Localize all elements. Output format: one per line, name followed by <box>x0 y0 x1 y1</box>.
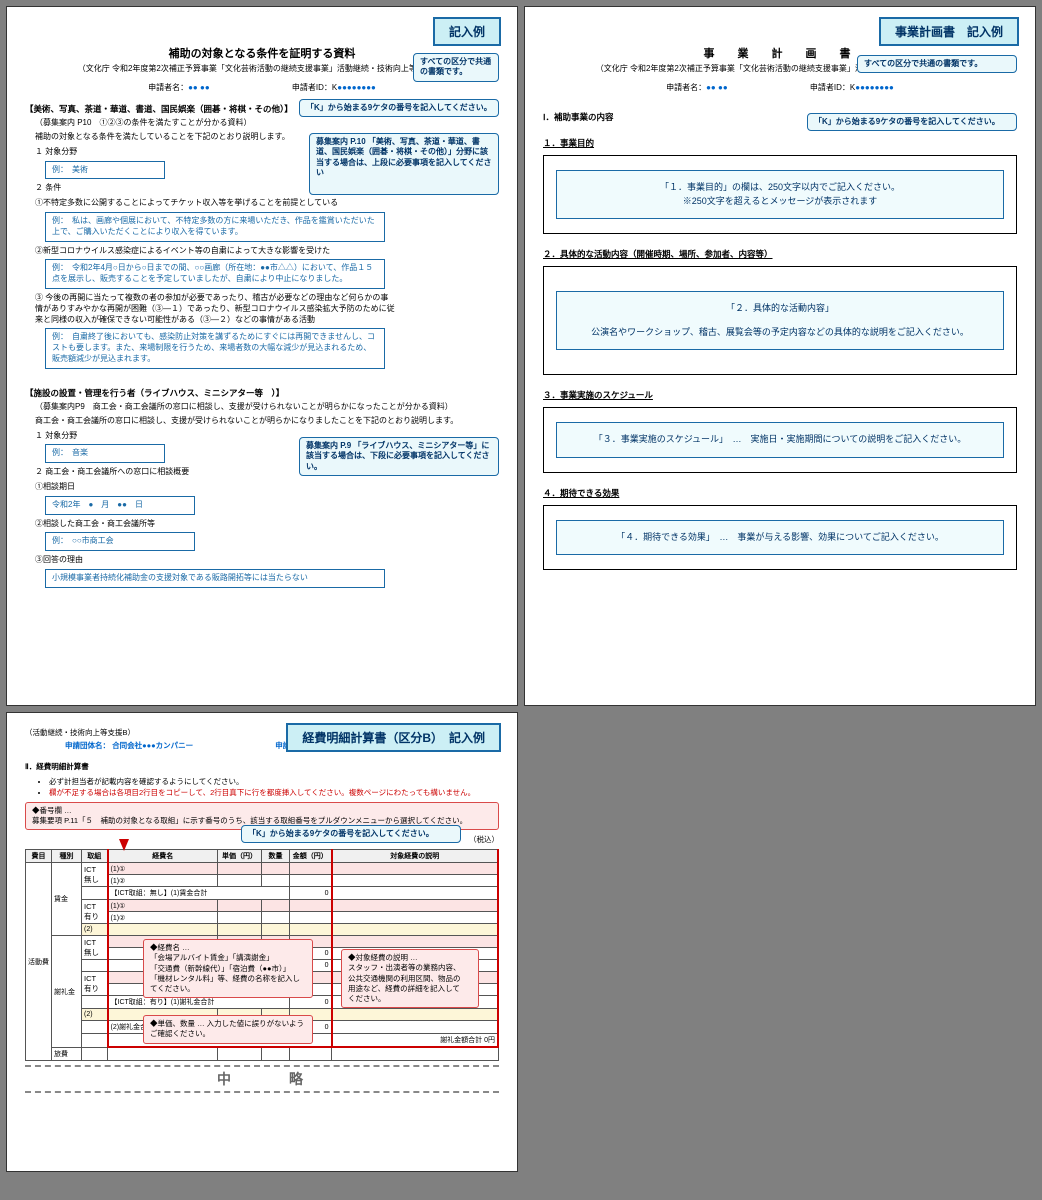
note-common-doc: すべての区分で共通の書類です。 <box>413 53 499 82</box>
page-right-top: 事業計画書 記入例 すべての区分で共通の書類です。 「K」から始まる9ケタの番号… <box>524 6 1036 706</box>
f2-1: 例： 音楽 <box>45 444 165 463</box>
red-arrow-icon <box>119 839 129 851</box>
badge-p3: 経費明細計算書（区分B） 記入例 <box>286 723 501 752</box>
note2-common: すべての区分で共通の書類です。 <box>857 55 1017 73</box>
outer-2: 「２．具体的な活動内容」 公演名やワークショップ、稽古、展覧会等の予定内容などの… <box>543 266 1017 375</box>
f1-2b: 例： 令和2年4月○日から○日までの間、○○画廊（所在地：●●市△△）において、… <box>45 259 385 289</box>
p2-h1-4: ４．期待できる効果 <box>543 487 1017 499</box>
f2-2c: 小規模事業者持続化補助金の支援対象である販路開拓等には当たらない <box>45 569 385 588</box>
badge-p1: 記入例 <box>433 17 501 46</box>
f1-2c: 例： 自粛終了後においても、感染防止対策を講ずるためにすぐには再開できませんし、… <box>45 328 385 368</box>
inner-2: 「２．具体的な活動内容」 公演名やワークショップ、稽古、展覧会等の予定内容などの… <box>556 291 1004 350</box>
s1-2a: ①不特定多数に公開することによってチケット収入等を挙げることを前提としている <box>35 198 499 209</box>
f1-2a: 例： 私は、画廊や個展において、不特定多数の方に来場いただき、作品を鑑賞いただい… <box>45 212 385 242</box>
omit-divider: 中 略 <box>25 1065 499 1093</box>
f2-2b: 例： ○○市商工会 <box>45 532 195 551</box>
note-p9: 募集案内 P.9 「ライブハウス、ミニシアター等」に該当する場合は、下段に必要事… <box>299 437 499 476</box>
callout-tanka: ◆単価、数量 … 入力した値に誤りがないようご確認ください。 <box>143 1015 313 1043</box>
outer-3: 「３．事業実施のスケジュール」 … 実施日・実施期間についての説明をご記入くださ… <box>543 407 1017 473</box>
table-header-row: 費目 種別 取組 経費名 単価（円） 数量 金額（円） 対象経費の説明 <box>26 850 499 863</box>
s1-2c: ③ 今後の再開に当たって複数の者の参加が必要であったり、稽古が必要などの理由など… <box>35 293 395 325</box>
s2-2b: ②相談した商工会・商工会議所等 <box>35 519 499 530</box>
p2-h1-2: ２．具体的な活動内容（開催時期、場所、参加者、内容等） <box>543 248 1017 260</box>
f2-2a: 令和2年 ● 月 ●● 日 <box>45 496 195 515</box>
sec-facility: 【施設の設置・管理を行う者（ライブハウス、ミニシアター等 ）】 <box>25 387 499 399</box>
applicant-row-2: 申請者名：●● ●● 申請者ID：K●●●●●●●● <box>543 82 1017 93</box>
empty-cell <box>524 712 1036 1172</box>
inner-4: 「４．期待できる効果」 … 事業が与える影響、効果についてご記入ください。 <box>556 520 1004 556</box>
p2-h1-1: １．事業目的 <box>543 137 1017 149</box>
note2-k9: 「K」から始まる9ケタの番号を記入してください。 <box>807 113 1017 131</box>
table-wrapper: 費目 種別 取組 経費名 単価（円） 数量 金額（円） 対象経費の説明 活動費賃… <box>25 849 499 1061</box>
sec-art-sub: （募集案内 P10 ①②③の条件を満たすことが分かる資料） <box>35 117 499 128</box>
inner-3: 「３．事業実施のスケジュール」 … 実施日・実施期間についての説明をご記入くださ… <box>556 422 1004 458</box>
outer-1: 「１．事業目的」の欄は、250文字以内でご記入ください。 ※250文字を超えると… <box>543 155 1017 234</box>
applicant-row-1: 申請者名：●● ●● 申請者ID：K●●●●●●●● <box>25 82 499 93</box>
s2-2c: ③回答の理由 <box>35 555 499 566</box>
p2-h1-3: ３．事業実施のスケジュール <box>543 389 1017 401</box>
callout-setsumei: ◆対象経費の説明 … スタッフ・出演者等の業務内容、 公共交通機関の利用区間、物… <box>341 949 479 1008</box>
page-left-top: 記入例 すべての区分で共通の書類です。 「K」から始まる9ケタの番号を記入してく… <box>6 6 518 706</box>
inner-1: 「１．事業目的」の欄は、250文字以内でご記入ください。 ※250文字を超えると… <box>556 170 1004 219</box>
badge-p2: 事業計画書 記入例 <box>879 17 1019 46</box>
s2-2a: ①相談期日 <box>35 482 499 493</box>
note-p10: 募集案内 P.10 「美術、写真、茶道・華道、書道、国民娯楽（囲碁・将棋・その他… <box>309 133 499 195</box>
s1-2b: ②新型コロナウイルス感染症によるイベント等の自粛によって大きな影響を受けた <box>35 246 499 257</box>
sec-facility-intro: 商工会・商工会議所の窓口に相談し、支援が受けられないことが明らかになりましたこと… <box>35 416 499 427</box>
callout-keihi: ◆経費名 … 「会場アルバイト賃金」「講演謝金」 「交通費（新幹線代）」「宿泊費… <box>143 939 313 998</box>
p3-bullets: 必ず計担当者が記載内容を確認するようにしてください。 欄が不足する場合は各項目2… <box>49 776 499 798</box>
note3-k9: 「K」から始まる9ケタの番号を記入してください。 <box>241 825 461 843</box>
page-left-bottom: 経費明細計算書（区分B） 記入例 「K」から始まる9ケタの番号を記入してください… <box>6 712 518 1172</box>
note-k9: 「K」から始まる9ケタの番号を記入してください。 <box>299 99 499 117</box>
outer-4: 「４．期待できる効果」 … 事業が与える影響、効果についてご記入ください。 <box>543 505 1017 571</box>
f1-1: 例： 美術 <box>45 161 165 180</box>
sec-facility-sub: （募集案内P9 商工会・商工会議所の窓口に相談し、支援が受けられないことが明らか… <box>35 401 499 412</box>
p3-sec: Ⅱ．経費明細計算書 <box>25 761 499 772</box>
